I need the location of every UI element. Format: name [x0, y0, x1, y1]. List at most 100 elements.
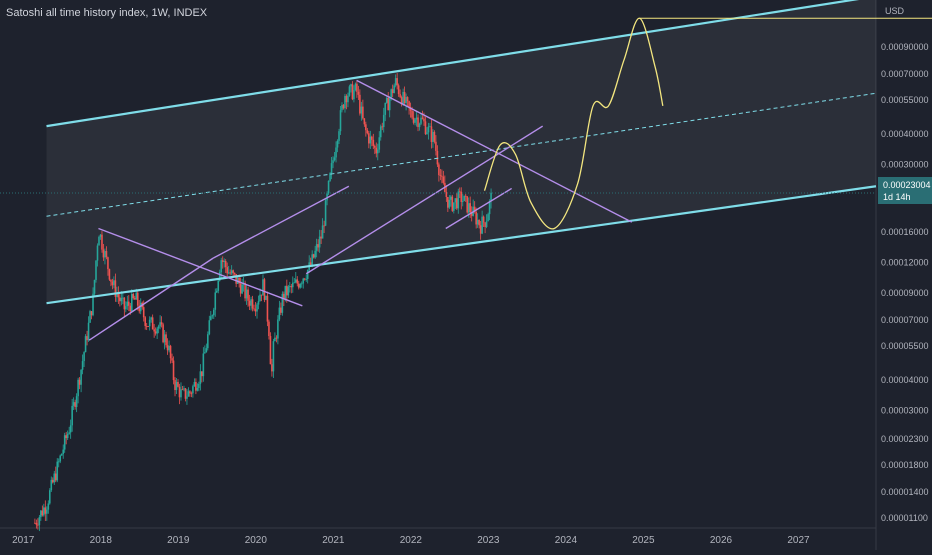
candle-body — [262, 279, 264, 296]
candle-body — [56, 461, 59, 481]
candle-body — [162, 324, 164, 343]
candle-body — [238, 277, 240, 284]
channel-lower-line[interactable] — [46, 185, 877, 305]
trendline[interactable] — [305, 125, 544, 275]
candle-body — [430, 126, 433, 142]
candle-body — [190, 393, 193, 395]
candle-body — [435, 141, 437, 151]
candles-group[interactable] — [34, 73, 492, 532]
candle-body — [467, 203, 470, 213]
candle-body — [202, 353, 205, 377]
plot-background — [0, 0, 876, 528]
candle-body — [232, 270, 234, 273]
candle-body — [181, 389, 184, 391]
candle-body — [38, 517, 41, 526]
price-tick-label: 0.00040000 — [881, 129, 929, 139]
trendlines-group[interactable] — [88, 79, 633, 341]
candle-body — [411, 110, 413, 118]
candle-body — [290, 286, 293, 288]
trendline[interactable] — [212, 185, 350, 259]
candle-body — [424, 121, 427, 134]
candle-body — [41, 510, 44, 516]
candle-body — [142, 307, 145, 318]
candle-body — [300, 283, 303, 285]
candle-body — [92, 293, 94, 316]
candle-body — [485, 221, 488, 227]
candle-body — [294, 279, 297, 283]
candle-body — [353, 90, 355, 100]
candle-body — [71, 405, 73, 426]
candle-body — [366, 130, 369, 134]
candle-body — [297, 283, 300, 288]
candle-body — [145, 325, 148, 327]
candle-body — [438, 164, 440, 176]
candle-body — [309, 262, 312, 266]
candle-body — [375, 147, 378, 154]
candle-body — [303, 278, 306, 280]
time-tick-label: 2018 — [90, 535, 113, 546]
candle-body — [93, 279, 96, 294]
candle-body — [189, 391, 191, 394]
candle-body — [204, 352, 206, 354]
candle-body — [54, 473, 57, 481]
price-tick-label: 0.00090000 — [881, 42, 929, 52]
price-tick-label: 0.00002300 — [881, 434, 929, 444]
trendline[interactable] — [445, 187, 513, 230]
candle-body — [90, 311, 93, 316]
candle-body — [83, 352, 85, 362]
price-tick-label: 0.00003000 — [881, 406, 929, 416]
time-tick-label: 2026 — [710, 535, 733, 546]
candle-body — [163, 334, 166, 343]
candle-body — [205, 348, 208, 353]
candle-body — [53, 473, 56, 483]
price-tick-label: 0.00070000 — [881, 69, 929, 79]
candle-body — [330, 163, 333, 174]
candle-body — [169, 345, 172, 359]
candle-body — [475, 211, 477, 225]
candle-body — [299, 284, 302, 288]
time-tick-label: 2019 — [167, 535, 190, 546]
time-tick-label: 2017 — [12, 535, 35, 546]
trendline[interactable] — [88, 257, 214, 341]
time-tick-label: 2025 — [632, 535, 655, 546]
candle-body — [207, 334, 209, 349]
candle-body — [272, 341, 275, 372]
candle-body — [460, 191, 463, 202]
candle-body — [125, 306, 127, 310]
candle-body — [201, 371, 203, 377]
candle-body — [165, 334, 167, 346]
candle-body — [74, 402, 76, 407]
candle-body — [166, 345, 169, 351]
candle-body — [198, 383, 200, 388]
candle-body — [43, 507, 45, 516]
projection-group[interactable] — [483, 17, 932, 230]
candle-body — [245, 289, 248, 299]
candle-body — [473, 206, 476, 212]
candle-body — [193, 382, 196, 387]
candle-body — [344, 95, 346, 109]
trendline[interactable] — [356, 79, 633, 223]
candle-body — [450, 196, 452, 200]
projection-path[interactable] — [483, 17, 664, 230]
candle-body — [98, 236, 100, 246]
candle-body — [427, 126, 430, 133]
price-axis-background[interactable] — [876, 0, 932, 550]
candle-body — [369, 136, 372, 144]
candle-body — [394, 78, 397, 86]
candle-body — [150, 317, 152, 320]
candle-body — [268, 321, 270, 337]
candle-body — [57, 461, 60, 463]
price-tick-label: 0.00016000 — [881, 227, 929, 237]
candle-body — [251, 299, 254, 309]
candle-body — [40, 510, 42, 518]
price-tick-label: 0.00005500 — [881, 341, 929, 351]
candle-body — [107, 257, 109, 270]
candle-body — [95, 260, 97, 280]
candle-body — [233, 272, 236, 275]
candle-body — [280, 307, 282, 313]
candle-body — [248, 300, 251, 306]
time-axis-background[interactable] — [0, 528, 932, 550]
candle-body — [470, 212, 473, 216]
